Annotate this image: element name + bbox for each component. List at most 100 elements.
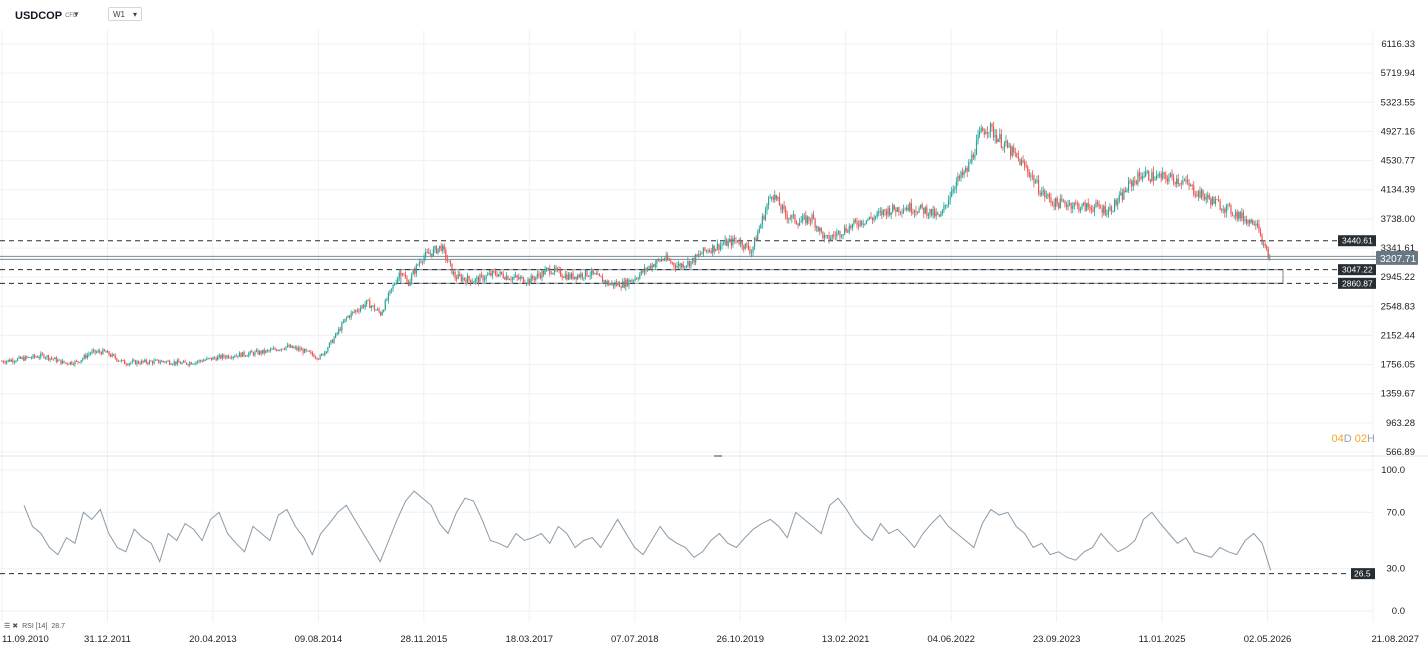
candle-body xyxy=(774,194,776,200)
candle-body xyxy=(724,239,726,244)
candle-body xyxy=(960,171,962,179)
candle-body xyxy=(1193,185,1195,195)
candle-body xyxy=(272,348,275,350)
rsi-y-tick-label: 100.0 xyxy=(1381,465,1405,476)
candle-body xyxy=(83,355,85,359)
candle-body xyxy=(898,207,900,213)
candle-body xyxy=(55,357,57,362)
close-icon[interactable]: ✖ xyxy=(12,623,19,630)
candle-body xyxy=(130,362,132,364)
candle-body xyxy=(108,351,110,356)
candle-body xyxy=(853,219,855,224)
candle-body xyxy=(220,355,222,359)
candle-body xyxy=(179,362,182,364)
candle-body xyxy=(456,278,458,279)
candle-body xyxy=(141,360,143,364)
candle-body xyxy=(52,358,54,360)
candle-body xyxy=(775,194,777,200)
candle-body xyxy=(1070,203,1072,209)
candle-body xyxy=(361,305,363,309)
candle-body xyxy=(802,216,804,221)
candle-body xyxy=(744,243,746,249)
candle-body xyxy=(811,214,813,222)
candle-body xyxy=(1086,203,1088,211)
candle-body xyxy=(412,270,414,275)
candle-body xyxy=(876,212,878,217)
candle-body xyxy=(463,277,466,280)
candle-body xyxy=(168,360,171,365)
candle-body xyxy=(778,197,781,206)
candle-body xyxy=(681,263,683,267)
candle-body xyxy=(710,250,712,253)
candle-body xyxy=(972,154,975,158)
candle-body xyxy=(1217,199,1220,202)
candle-body xyxy=(504,277,506,280)
candle-body xyxy=(58,359,61,361)
candle-body xyxy=(1058,203,1060,209)
candle-body xyxy=(1078,203,1080,211)
candle-body xyxy=(446,258,448,261)
candle-body xyxy=(971,154,973,163)
candle-body xyxy=(372,305,374,307)
candle-body xyxy=(1211,197,1213,205)
candle-body xyxy=(567,274,569,280)
candle-body xyxy=(60,359,62,364)
candle-body xyxy=(865,220,867,224)
candle-body xyxy=(814,219,816,228)
candle-body xyxy=(1159,173,1161,176)
candle-body xyxy=(89,353,92,354)
candle-body xyxy=(698,253,700,256)
candle-body xyxy=(609,284,611,286)
symbol-caret-down-icon[interactable]: ▾ xyxy=(74,9,79,19)
candle-body xyxy=(918,208,920,213)
candle-body xyxy=(1249,219,1251,224)
candle-body xyxy=(847,231,849,233)
y-tick-label: 2548.83 xyxy=(1381,301,1415,312)
candle-body xyxy=(127,364,129,366)
candle-body xyxy=(116,358,118,361)
candle-body xyxy=(254,351,256,356)
candle-body xyxy=(878,212,880,213)
candle-body xyxy=(1061,198,1063,202)
candle-body xyxy=(1267,248,1269,259)
candle-body xyxy=(46,355,48,358)
candle-body xyxy=(781,205,784,210)
candle-body xyxy=(999,134,1001,140)
list-icon[interactable]: ☰ xyxy=(4,623,11,630)
candle-body xyxy=(364,304,366,308)
candle-body xyxy=(487,274,489,276)
symbol-selector[interactable]: USDCOP CFD xyxy=(15,10,77,22)
candle-body xyxy=(906,207,908,210)
candle-body xyxy=(868,216,871,220)
candle-body xyxy=(1214,199,1217,204)
candle-body xyxy=(240,352,242,357)
candle-body xyxy=(1037,179,1040,193)
candle-body xyxy=(432,248,434,256)
candle-body xyxy=(92,349,95,351)
candle-body xyxy=(913,210,916,213)
timeframe-selector[interactable]: W1 ▾ xyxy=(108,7,142,21)
candle-body xyxy=(1186,179,1189,183)
candle-body xyxy=(646,268,649,271)
candle-body xyxy=(598,273,601,276)
candle-body xyxy=(375,309,377,311)
candle-body xyxy=(601,277,604,283)
candle-body xyxy=(246,355,248,357)
candle-body xyxy=(1028,171,1030,177)
candle-body xyxy=(49,358,51,360)
candle-body xyxy=(162,360,164,362)
candle-body xyxy=(128,363,130,365)
candle-body xyxy=(636,278,638,280)
candle-body xyxy=(1166,178,1168,182)
candle-body xyxy=(777,197,779,200)
candle-body xyxy=(66,362,68,364)
candle-body xyxy=(123,360,126,365)
candle-body xyxy=(558,269,560,270)
candle-body xyxy=(1075,202,1077,204)
candle-body xyxy=(23,357,25,361)
y-tick-label: 1756.05 xyxy=(1381,360,1415,371)
candle-body xyxy=(2,361,5,363)
candle-body xyxy=(1146,171,1148,173)
x-tick-label: 26.10.2019 xyxy=(716,634,764,645)
